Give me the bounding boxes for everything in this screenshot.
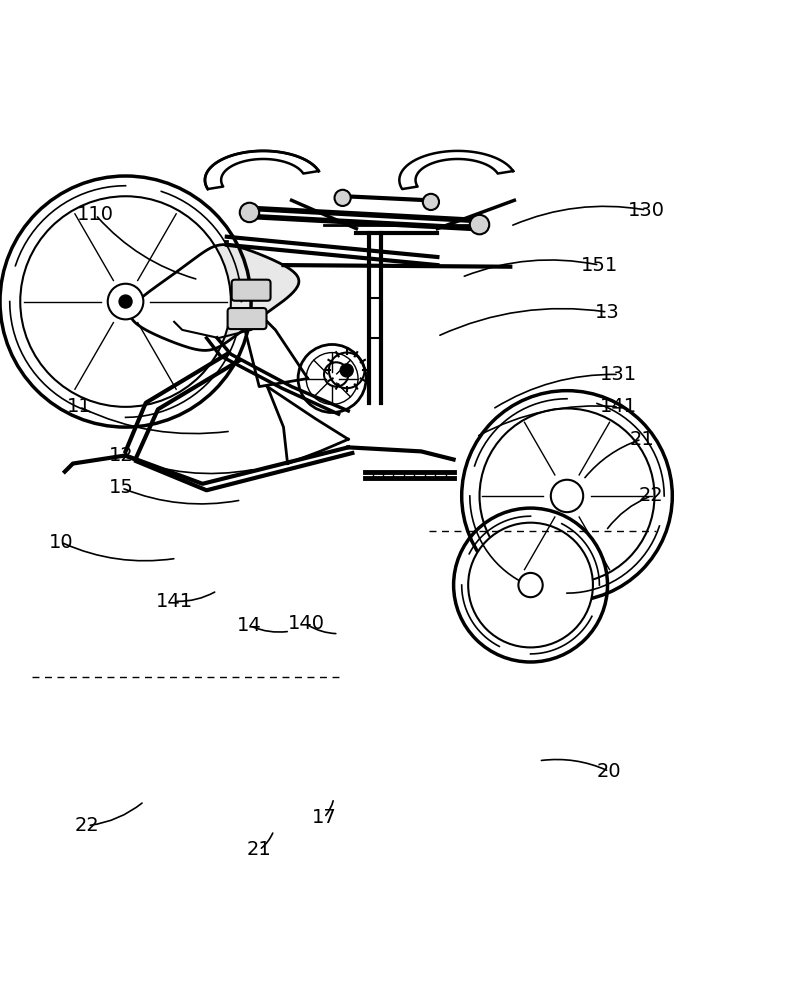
Circle shape <box>108 284 143 319</box>
Circle shape <box>119 295 132 308</box>
Text: 14: 14 <box>237 616 262 635</box>
Text: 140: 140 <box>288 614 325 633</box>
Text: 141: 141 <box>156 592 193 611</box>
Text: 21: 21 <box>247 840 271 859</box>
Text: 110: 110 <box>77 205 114 224</box>
Text: 130: 130 <box>628 201 665 220</box>
Circle shape <box>335 190 351 206</box>
Text: 21: 21 <box>629 430 654 449</box>
Circle shape <box>423 194 439 210</box>
Polygon shape <box>205 151 318 189</box>
Circle shape <box>20 196 231 407</box>
Text: 11: 11 <box>67 397 92 416</box>
Text: 12: 12 <box>109 446 134 465</box>
Text: 17: 17 <box>312 808 336 827</box>
Text: 141: 141 <box>600 397 637 416</box>
Polygon shape <box>130 245 299 350</box>
Text: 131: 131 <box>600 365 637 384</box>
Circle shape <box>470 215 489 234</box>
Text: 22: 22 <box>639 486 663 505</box>
Text: 22: 22 <box>75 816 100 835</box>
Circle shape <box>340 364 353 377</box>
Circle shape <box>480 408 654 583</box>
FancyBboxPatch shape <box>228 308 266 329</box>
Text: 20: 20 <box>597 762 621 781</box>
Text: 15: 15 <box>109 478 134 497</box>
Circle shape <box>240 203 259 222</box>
FancyBboxPatch shape <box>232 280 271 301</box>
Text: 13: 13 <box>595 303 620 322</box>
Circle shape <box>468 523 593 647</box>
Circle shape <box>551 480 583 512</box>
Circle shape <box>518 573 543 597</box>
Text: 151: 151 <box>581 256 618 275</box>
Polygon shape <box>399 151 513 189</box>
Text: 10: 10 <box>49 533 73 552</box>
